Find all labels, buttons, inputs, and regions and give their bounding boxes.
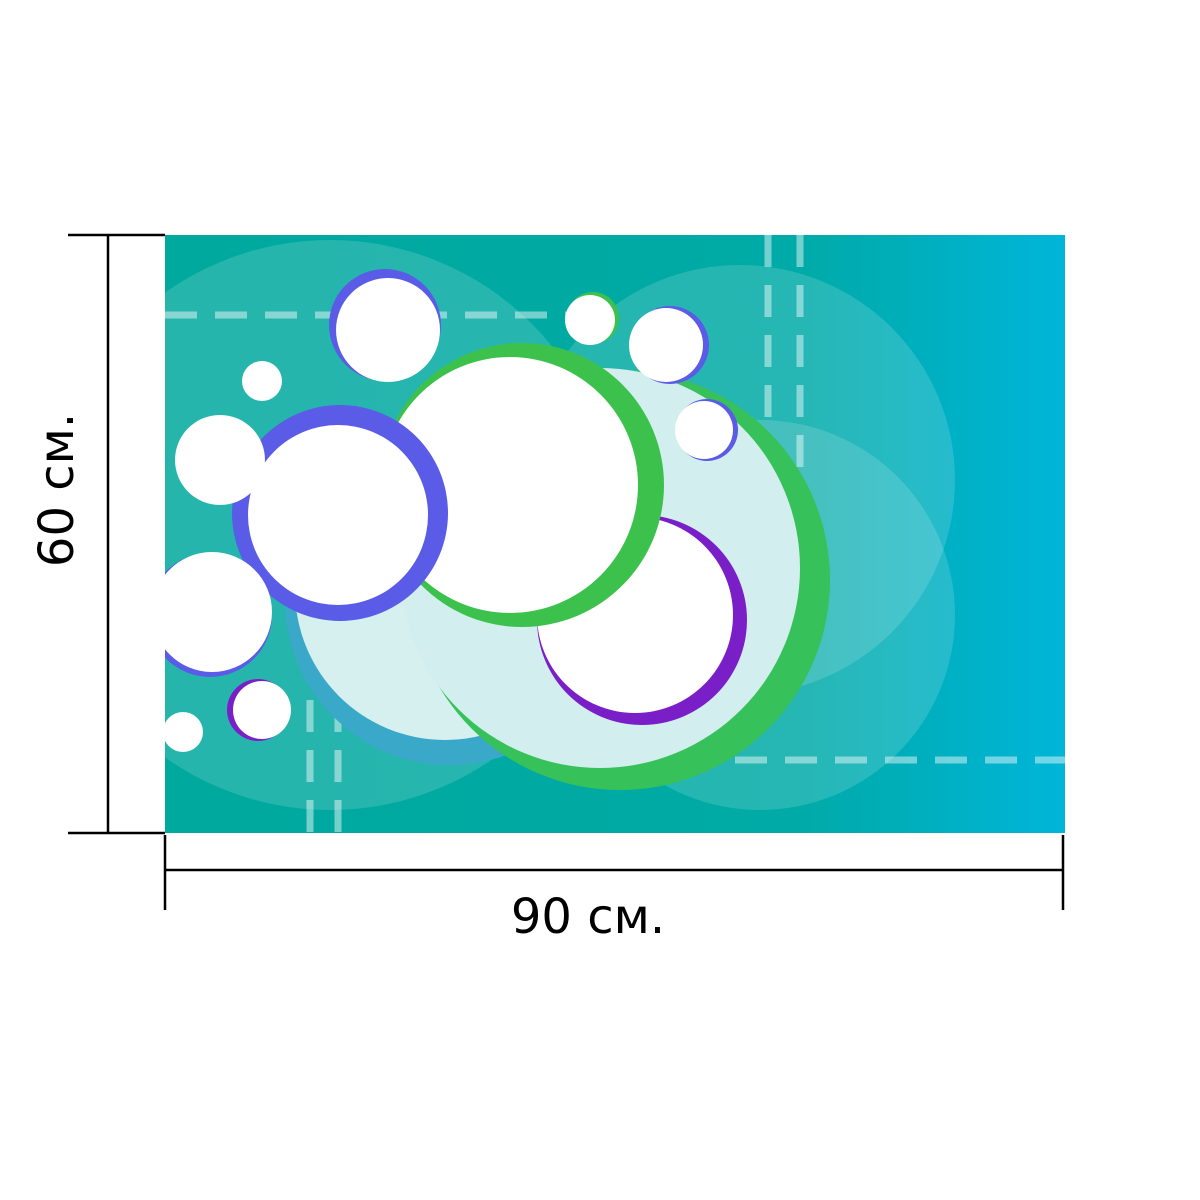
dimension-lines — [68, 233, 1065, 910]
height-label: 60 см. — [29, 413, 85, 567]
artwork — [165, 235, 1065, 833]
width-label: 90 см. — [511, 889, 665, 945]
